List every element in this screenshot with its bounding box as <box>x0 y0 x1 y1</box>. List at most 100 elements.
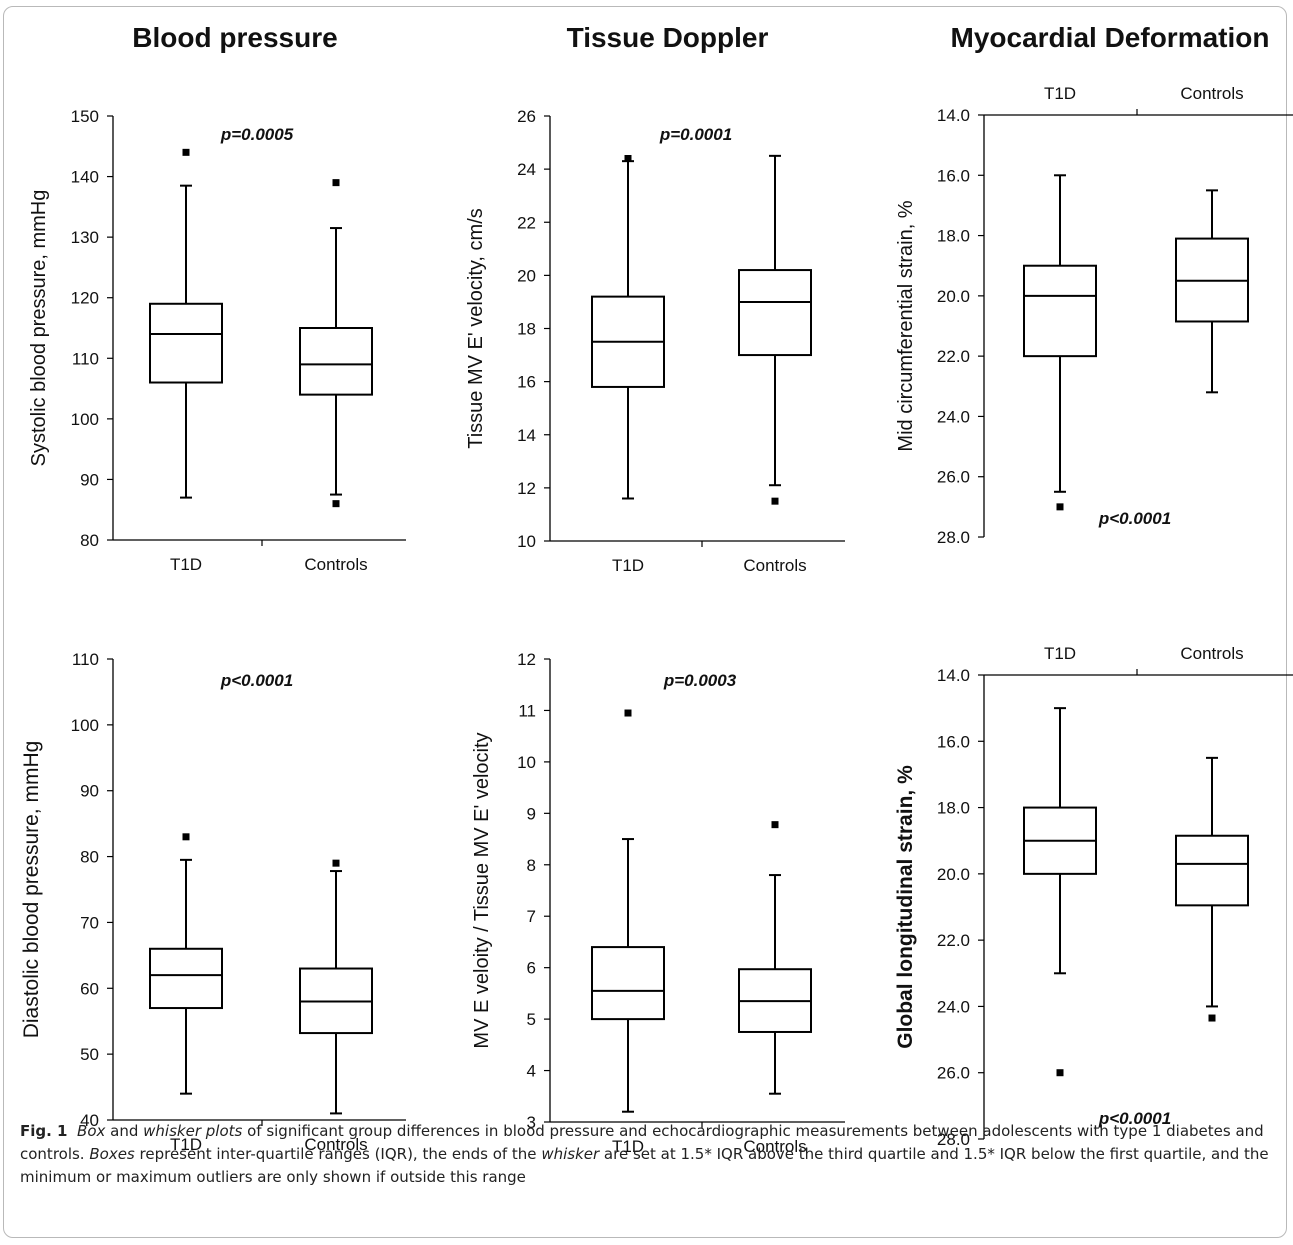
y-tick-label: 120 <box>71 289 99 308</box>
iqr-box-t1d <box>591 946 665 1021</box>
y-tick-label: 10 <box>517 532 536 551</box>
outlier-point-t1d <box>624 155 632 162</box>
y-tick-label: 4 <box>527 1062 536 1081</box>
figure-caption: Fig. 1 Box and whisker plots of signific… <box>20 1120 1270 1189</box>
p-value-annotation: p<0.0001 <box>1098 1109 1171 1128</box>
y-tick-label: 26.0 <box>937 468 970 487</box>
y-tick-label: 110 <box>72 349 99 368</box>
caption-segment: whisker plots <box>143 1122 243 1140</box>
caption-segment: Box <box>77 1122 106 1140</box>
outlier-point-controls <box>332 179 340 187</box>
y-axis-label: Diastolic blood pressure, mmHg <box>20 741 43 1039</box>
y-tick-label: 11 <box>518 701 536 720</box>
caption-segment: of significant group differences in bloo… <box>20 1122 1264 1163</box>
y-tick-label: 7 <box>527 907 536 926</box>
y-tick-label: 110 <box>72 650 99 669</box>
y-tick-label: 28.0 <box>937 528 970 547</box>
p-value-annotation: p<0.0001 <box>220 671 293 690</box>
category-label-t1d: T1D <box>1044 84 1076 103</box>
outlier-point-t1d <box>1056 1069 1064 1077</box>
y-tick-label: 16.0 <box>937 166 970 185</box>
y-axis-label: Mid circumferential strain, % <box>895 200 917 451</box>
category-label-t1d: T1D <box>170 1135 202 1154</box>
figure-frame <box>3 6 1287 1238</box>
category-label-t1d: T1D <box>612 1137 644 1156</box>
y-tick-label: 20.0 <box>937 865 970 884</box>
caption-label: Fig. 1 <box>20 1122 68 1140</box>
category-label-t1d: T1D <box>1044 644 1076 663</box>
y-tick-label: 6 <box>527 959 536 978</box>
y-tick-label: 12 <box>517 479 536 498</box>
p-value-annotation: p=0.0005 <box>220 125 294 144</box>
y-tick-label: 40 <box>80 1111 99 1130</box>
category-label-controls: Controls <box>304 1135 367 1154</box>
outlier-point-t1d <box>182 833 190 841</box>
p-value-annotation: p=0.0001 <box>659 125 732 144</box>
outlier-point-controls <box>332 500 340 508</box>
y-tick-label: 18.0 <box>937 227 970 246</box>
y-axis-label: Systolic blood pressure, mmHg <box>28 190 50 467</box>
category-label-controls: Controls <box>1180 84 1243 103</box>
iqr-box-controls <box>299 327 373 396</box>
y-tick-label: 24.0 <box>937 407 970 426</box>
y-tick-label: 80 <box>80 531 99 550</box>
y-tick-label: 18 <box>517 320 536 339</box>
y-axis-label: MV E veloity / Tissue MV E' velocity <box>471 732 493 1048</box>
y-tick-label: 18.0 <box>937 799 970 818</box>
category-label-controls: Controls <box>743 1137 806 1156</box>
iqr-box-t1d <box>149 302 223 384</box>
outlier-point-t1d <box>1056 503 1064 511</box>
y-tick-label: 70 <box>80 913 99 932</box>
caption-segment: and <box>105 1122 144 1140</box>
y-tick-label: 16.0 <box>937 732 970 751</box>
category-label-controls: Controls <box>743 556 806 575</box>
outlier-point-controls <box>771 821 779 829</box>
y-tick-label: 90 <box>80 470 99 489</box>
category-label-controls: Controls <box>1180 644 1243 663</box>
p-value-annotation: p<0.0001 <box>1098 509 1171 528</box>
iqr-box-t1d <box>1023 264 1097 358</box>
caption-segment: are set at 1.5* IQR above the third quar… <box>20 1145 1269 1186</box>
y-tick-label: 14 <box>517 426 536 445</box>
outlier-point-controls <box>1208 1014 1216 1022</box>
y-tick-label: 8 <box>527 856 536 875</box>
y-tick-label: 9 <box>527 804 536 823</box>
y-tick-label: 28.0 <box>937 1130 970 1149</box>
y-axis-label: Tissue MV E' velocity, cm/s <box>465 208 487 449</box>
column-title-tissue-doppler: Tissue Doppler <box>566 22 769 53</box>
outlier-point-t1d <box>624 709 632 717</box>
y-tick-label: 14.0 <box>937 666 970 685</box>
y-tick-label: 26 <box>517 107 536 126</box>
y-tick-label: 26.0 <box>937 1064 970 1083</box>
y-tick-label: 60 <box>80 979 99 998</box>
y-tick-label: 14.0 <box>937 106 970 125</box>
column-title-myocardial-deformation: Myocardial Deformation <box>950 22 1270 53</box>
iqr-box-t1d <box>149 947 223 1010</box>
category-label-t1d: T1D <box>612 556 644 575</box>
outlier-point-t1d <box>182 148 190 156</box>
y-tick-label: 130 <box>71 228 99 247</box>
y-tick-label: 3 <box>527 1113 536 1132</box>
y-tick-label: 140 <box>71 168 99 187</box>
y-tick-label: 24 <box>517 160 536 179</box>
outlier-point-controls <box>771 497 779 505</box>
y-tick-label: 100 <box>71 410 99 429</box>
category-label-controls: Controls <box>304 555 367 574</box>
p-value-annotation: p=0.0003 <box>663 671 737 690</box>
column-title-blood-pressure: Blood pressure <box>132 22 338 53</box>
y-tick-label: 24.0 <box>937 997 970 1016</box>
y-tick-label: 5 <box>527 1010 536 1029</box>
caption-segment: Boxes <box>89 1145 135 1163</box>
caption-segment: whisker <box>541 1145 600 1163</box>
y-tick-label: 16 <box>517 373 536 392</box>
y-tick-label: 80 <box>80 848 99 867</box>
y-tick-label: 150 <box>71 107 99 126</box>
y-axis-label: Global longitudinal strain, % <box>894 765 917 1049</box>
y-tick-label: 22.0 <box>937 931 970 950</box>
y-tick-label: 20 <box>517 266 536 285</box>
y-tick-label: 22 <box>517 213 536 232</box>
y-tick-label: 100 <box>71 716 99 735</box>
caption-text: Box and whisker plots of significant gro… <box>20 1122 1269 1186</box>
y-tick-label: 20.0 <box>937 287 970 306</box>
